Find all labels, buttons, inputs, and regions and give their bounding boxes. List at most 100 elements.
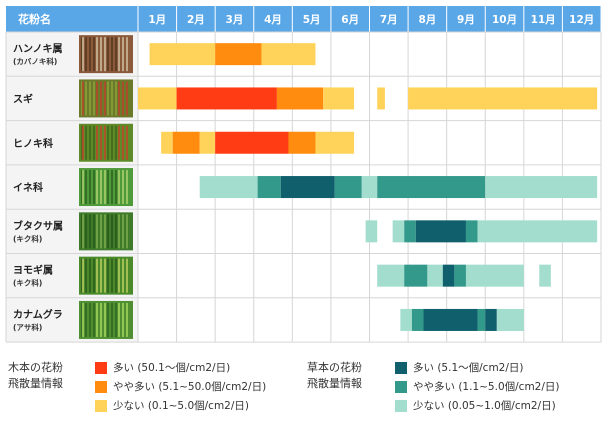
photo-texture (111, 81, 113, 116)
bar-low (323, 87, 355, 110)
bar-medium (477, 308, 486, 331)
photo-texture (118, 81, 120, 116)
photo-texture (82, 214, 84, 249)
bar-low (377, 264, 405, 287)
photo-texture (82, 258, 84, 293)
photo-texture (89, 37, 91, 72)
month-label: 10月 (492, 14, 517, 26)
photo-texture (96, 37, 98, 72)
photo-texture (85, 81, 87, 116)
month-label: 4月 (264, 14, 282, 26)
photo-texture (89, 214, 91, 249)
month-label: 7月 (380, 14, 398, 26)
photo-texture (122, 302, 124, 337)
photo-texture (115, 125, 117, 160)
photo-texture (100, 170, 102, 205)
legend-grass-high: 多い (5.1～個/cm2/日) (395, 360, 524, 376)
photo-texture (85, 214, 87, 249)
month-label: 3月 (226, 14, 244, 26)
bar-medium (215, 43, 262, 66)
month-label: 11月 (531, 14, 556, 26)
bar-low (539, 264, 551, 287)
photo-texture (96, 125, 98, 160)
photo-texture (111, 258, 113, 293)
photo-texture (104, 214, 106, 249)
legend-label-tree-low: 少ない (0.1~5.0個/cm2/日) (113, 400, 249, 412)
pollen-family: (アサ科) (13, 322, 42, 332)
bar-medium (404, 264, 428, 287)
photo-texture (93, 302, 95, 337)
photo-texture (82, 81, 84, 116)
photo-texture (96, 81, 98, 116)
bar-low (377, 87, 385, 110)
photo-texture (104, 170, 106, 205)
pollen-name: ブタクサ属 (13, 219, 63, 232)
legend-grass-title-1: 草本の花粉 (307, 361, 362, 374)
photo-texture (107, 170, 109, 205)
legend-swatch-grass-low (395, 400, 407, 412)
bar-low (138, 87, 177, 110)
photo-texture (96, 170, 98, 205)
month-label: 12月 (569, 14, 594, 26)
photo-texture (111, 125, 113, 160)
photo-texture (126, 81, 128, 116)
photo-texture (85, 258, 87, 293)
month-label: 9月 (457, 14, 475, 26)
legend-swatch-grass-medium (395, 381, 407, 393)
legend-label-grass-medium: やや多い (1.1~5.0個/cm2/日) (413, 381, 560, 393)
bar-medium (276, 87, 324, 110)
photo-texture (104, 125, 106, 160)
photo-texture (126, 170, 128, 205)
photo-texture (85, 170, 87, 205)
bar-medium (404, 220, 416, 243)
pollen-name: イネ科 (13, 181, 43, 194)
photo-texture (118, 302, 120, 337)
photo-texture (111, 302, 113, 337)
pollen-family: (キク科) (13, 278, 42, 288)
bar-high (280, 176, 335, 199)
bar-high (442, 264, 455, 287)
bar-low (477, 220, 598, 243)
photo-texture (85, 37, 87, 72)
photo-texture (89, 170, 91, 205)
legend-label-tree-high: 多い (50.1～個/cm2/日) (113, 362, 231, 374)
photo-texture (126, 302, 128, 337)
photo-texture (115, 214, 117, 249)
legend-swatch-tree-low (95, 400, 107, 412)
legend-label-grass-low: 少ない (0.05~1.0個/cm2/日) (413, 400, 556, 412)
photo-texture (100, 258, 102, 293)
bar-medium (377, 176, 486, 199)
bar-low (485, 176, 598, 199)
bar-high (423, 308, 478, 331)
photo-texture (82, 170, 84, 205)
month-label: 1月 (148, 14, 166, 26)
bar-low (261, 43, 316, 66)
photo-texture (89, 302, 91, 337)
photo-texture (82, 302, 84, 337)
photo-texture (89, 81, 91, 116)
bar-low (427, 264, 443, 287)
photo-texture (100, 81, 102, 116)
pollen-family: (キク科) (13, 233, 42, 243)
photo-texture (85, 302, 87, 337)
pollen-family: (カバノキ科) (13, 56, 57, 66)
photo-texture (111, 214, 113, 249)
bar-low (315, 131, 355, 154)
photo-texture (118, 125, 120, 160)
photo-texture (115, 258, 117, 293)
photo-texture (89, 258, 91, 293)
photo-texture (104, 258, 106, 293)
bar-medium (411, 308, 424, 331)
photo-texture (122, 81, 124, 116)
header-name-col: 花粉名 (18, 12, 51, 26)
legend-grass-low: 少ない (0.05~1.0個/cm2/日) (395, 398, 556, 414)
photo-texture (122, 214, 124, 249)
bar-low (365, 220, 378, 243)
bar-low (408, 87, 598, 110)
photo-texture (115, 302, 117, 337)
legend-swatch-tree-medium (95, 381, 107, 393)
bar-low (400, 308, 412, 331)
bar-low (496, 308, 524, 331)
photo-texture (126, 214, 128, 249)
